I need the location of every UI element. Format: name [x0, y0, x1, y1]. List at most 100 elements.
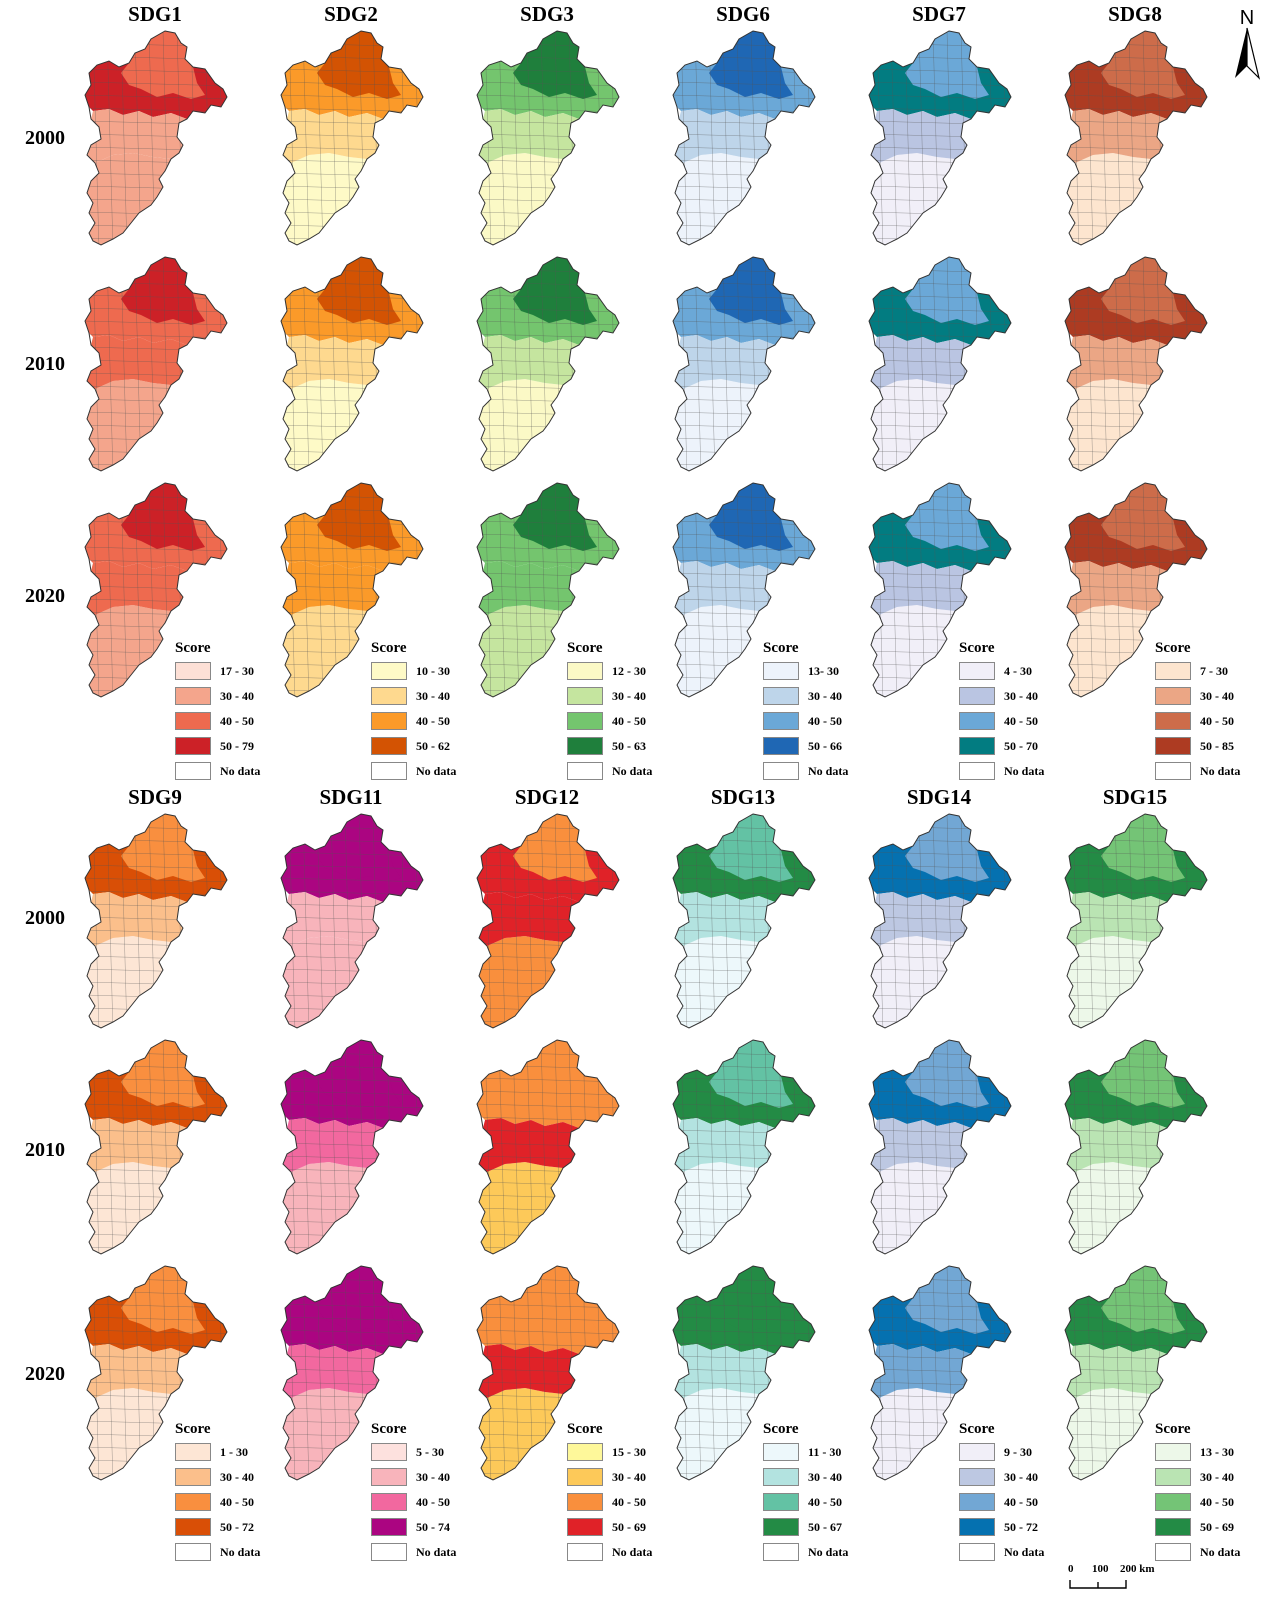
legend-swatch — [1155, 762, 1191, 780]
map-zone-4 — [87, 1162, 171, 1254]
legend-item: 40 - 50 — [763, 712, 863, 732]
legend-swatch — [175, 762, 211, 780]
map-zone-3 — [283, 335, 383, 389]
legend-label: 50 - 72 — [1004, 1520, 1038, 1534]
legend-swatch — [175, 1543, 211, 1561]
legend-swatch — [1155, 1443, 1191, 1461]
legend-label: 50 - 63 — [612, 739, 646, 753]
legend-label: 30 - 40 — [808, 689, 842, 703]
map-zone-2 — [513, 1040, 597, 1108]
legend-swatch — [175, 1518, 211, 1536]
map-outline — [672, 482, 816, 698]
legend-label: 50 - 69 — [1200, 1520, 1234, 1534]
map-zone-3 — [871, 1344, 971, 1398]
map-zone-4 — [479, 1162, 563, 1254]
map-outline — [672, 813, 816, 1029]
map-zone-2 — [905, 1040, 989, 1108]
year-label-2020: 2020 — [25, 585, 65, 607]
legend-label: No data — [808, 1545, 849, 1559]
legend-item: 5 - 30 — [371, 1443, 471, 1463]
map-zone-2 — [709, 1266, 793, 1334]
legend-label: 7 - 30 — [1200, 664, 1228, 678]
legend-item: No data — [371, 1543, 471, 1563]
legend-item: 30 - 40 — [567, 1468, 667, 1488]
panel-title-sdg6: SDG6 — [716, 2, 770, 26]
legend-label: 5 - 30 — [416, 1445, 444, 1459]
legend-item: 50 - 67 — [763, 1518, 863, 1538]
legend-item: 30 - 40 — [175, 687, 275, 707]
map-zone-2 — [905, 483, 989, 551]
map-zone-2 — [1101, 814, 1185, 882]
legend-label: 40 - 50 — [1200, 714, 1234, 728]
legend-label: 40 - 50 — [1004, 714, 1038, 728]
map-sdg8-2020 — [1064, 482, 1208, 698]
legend-swatch — [959, 687, 995, 705]
map-zone-3 — [283, 892, 383, 946]
panel-title-sdg11: SDG11 — [319, 785, 383, 809]
panel-title-sdg7: SDG7 — [912, 2, 966, 26]
map-outline — [672, 256, 816, 472]
legend-label: 40 - 50 — [808, 714, 842, 728]
map-outline — [84, 482, 228, 698]
legend-item: 1 - 30 — [175, 1443, 275, 1463]
map-zone-4 — [871, 605, 955, 697]
legend-label: No data — [1200, 1545, 1241, 1559]
legend-swatch — [1155, 737, 1191, 755]
map-zone-3 — [871, 109, 971, 163]
map-zone-3 — [283, 1118, 383, 1172]
legend-swatch — [175, 737, 211, 755]
map-outline — [280, 813, 424, 1029]
legend-label: No data — [220, 764, 261, 778]
map-zone-4 — [87, 153, 171, 245]
legend-label: 40 - 50 — [220, 1495, 254, 1509]
legend-item: 50 - 74 — [371, 1518, 471, 1538]
map-sdg13-2010 — [672, 1039, 816, 1255]
north-arrow-right — [1246, 27, 1261, 80]
map-zone-3 — [1067, 1344, 1167, 1398]
legend-sdg9: Score 1 - 30 30 - 40 40 - 50 50 - 72 No data — [175, 1421, 275, 1561]
legend-sdg12: Score 15 - 30 30 - 40 40 - 50 50 - 69 No data — [567, 1421, 667, 1561]
legend-item: 40 - 50 — [959, 712, 1059, 732]
map-zone-2 — [513, 814, 597, 882]
map-zone-4 — [283, 379, 367, 471]
legend-item: 50 - 70 — [959, 737, 1059, 757]
legend-label: 11 - 30 — [808, 1445, 842, 1459]
legend-swatch — [763, 762, 799, 780]
map-zone-3 — [1067, 1118, 1167, 1172]
legend-title: Score — [959, 1421, 995, 1437]
legend-swatch — [763, 737, 799, 755]
legend-item: 30 - 40 — [1155, 1468, 1255, 1488]
map-sdg13-2020 — [672, 1265, 816, 1481]
legend-item: 50 - 79 — [175, 737, 275, 757]
legend-sdg13: Score 11 - 30 30 - 40 40 - 50 50 - 67 No data — [763, 1421, 863, 1561]
map-sdg12-2020 — [476, 1265, 620, 1481]
scale-tick-0: 0 — [1068, 1563, 1074, 1575]
legend-swatch — [763, 1468, 799, 1486]
legend-label: 50 - 69 — [612, 1520, 646, 1534]
map-sdg2-2010 — [280, 256, 424, 472]
legend-swatch — [1155, 662, 1191, 680]
map-zone-3 — [479, 335, 579, 389]
map-zone-2 — [905, 1266, 989, 1334]
panel-title-sdg12: SDG12 — [514, 785, 580, 809]
map-zone-3 — [675, 1344, 775, 1398]
map-sdg3-2020 — [476, 482, 620, 698]
legend-label: 30 - 40 — [220, 689, 254, 703]
legend-swatch — [763, 662, 799, 680]
legend-item: 17 - 30 — [175, 662, 275, 682]
legend-item: 50 - 62 — [371, 737, 471, 757]
legend-item: 40 - 50 — [371, 1493, 471, 1513]
legend-swatch — [567, 712, 603, 730]
legend-item: 30 - 40 — [175, 1468, 275, 1488]
legend-swatch — [371, 712, 407, 730]
legend-title: Score — [763, 1421, 799, 1437]
map-zone-4 — [871, 153, 955, 245]
legend-swatch — [959, 1543, 995, 1561]
map-sdg1-2010 — [84, 256, 228, 472]
map-zone-4 — [675, 153, 759, 245]
legend-item: 50 - 66 — [763, 737, 863, 757]
legend-item: 30 - 40 — [763, 1468, 863, 1488]
map-zone-4 — [283, 605, 367, 697]
legend-label: 50 - 72 — [220, 1520, 254, 1534]
